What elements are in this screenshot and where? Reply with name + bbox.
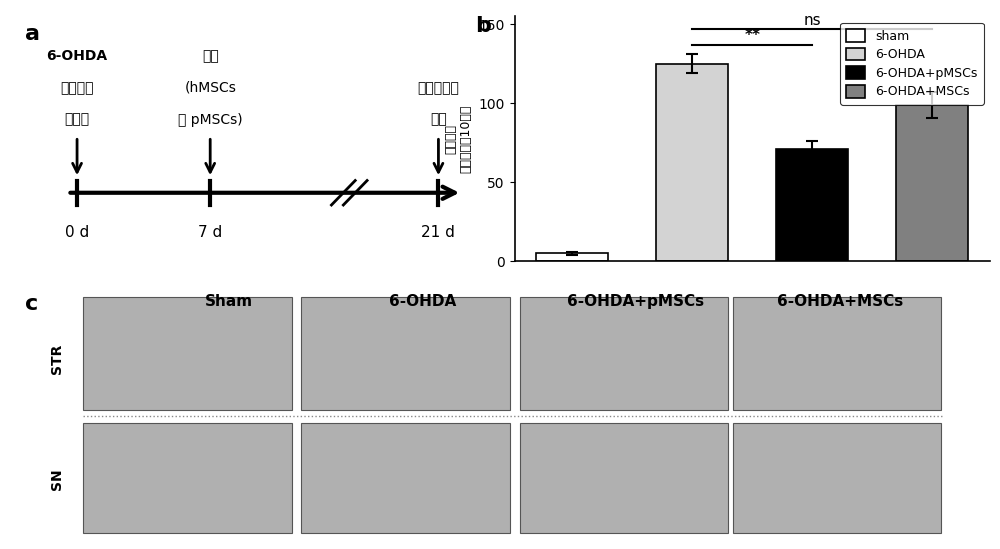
- Text: 或 pMSCs): 或 pMSCs): [178, 113, 243, 127]
- Bar: [520, 296, 728, 410]
- Text: (hMSCs: (hMSCs: [184, 81, 236, 95]
- Text: 处死: 处死: [430, 113, 447, 127]
- Text: c: c: [25, 294, 38, 314]
- Bar: [656, 64, 728, 261]
- Bar: [536, 254, 608, 261]
- Text: 行为评价／: 行为评价／: [417, 81, 459, 95]
- Text: a: a: [25, 24, 40, 44]
- Bar: [896, 105, 968, 261]
- Bar: [301, 296, 510, 410]
- Text: ns: ns: [803, 13, 821, 27]
- Text: 6-OHDA+pMSCs: 6-OHDA+pMSCs: [567, 294, 705, 309]
- Bar: [733, 423, 941, 533]
- Text: Sham: Sham: [204, 294, 253, 309]
- Text: **: **: [744, 29, 760, 43]
- Bar: [733, 296, 941, 410]
- Bar: [83, 423, 292, 533]
- Text: （纹状体: （纹状体: [60, 81, 94, 95]
- Bar: [776, 149, 848, 261]
- Bar: [301, 423, 510, 533]
- Text: STR: STR: [50, 343, 64, 373]
- Text: 注射）: 注射）: [64, 113, 90, 127]
- Legend: sham, 6-OHDA, 6-OHDA+pMSCs, 6-OHDA+MSCs: sham, 6-OHDA, 6-OHDA+pMSCs, 6-OHDA+MSCs: [840, 23, 984, 105]
- Bar: [520, 423, 728, 533]
- Text: SN: SN: [50, 468, 64, 490]
- Text: 6-OHDA: 6-OHDA: [46, 49, 108, 63]
- Text: b: b: [475, 16, 491, 36]
- Bar: [83, 296, 292, 410]
- Text: 6-OHDA+MSCs: 6-OHDA+MSCs: [777, 294, 903, 309]
- Text: 6-OHDA: 6-OHDA: [389, 294, 456, 309]
- Text: 移植: 移植: [202, 49, 219, 63]
- Text: 21 d: 21 d: [421, 225, 455, 239]
- Text: 0 d: 0 d: [65, 225, 89, 239]
- Y-axis label: 旋转行为
旋转次数／10分钟: 旋转行为 旋转次数／10分钟: [445, 105, 473, 173]
- Text: 7 d: 7 d: [198, 225, 222, 239]
